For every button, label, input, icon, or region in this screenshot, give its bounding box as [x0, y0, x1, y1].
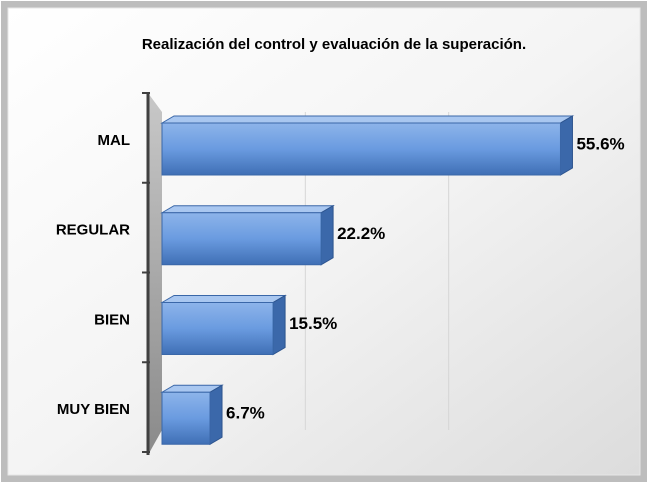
value-label: 55.6% [576, 134, 624, 153]
bar-top [160, 295, 287, 303]
bar [161, 212, 322, 266]
y-tick-label: MAL [98, 132, 131, 149]
value-label: 6.7% [226, 404, 265, 423]
bar-top [160, 115, 575, 124]
bar [161, 391, 211, 445]
bar-side [559, 115, 573, 176]
y-tick-label: MUY BIEN [57, 401, 130, 418]
bar-side [209, 384, 223, 446]
y-tick-label: BIEN [94, 311, 130, 328]
bar-side [320, 204, 334, 266]
side-wall [148, 93, 162, 455]
y-tick-label: REGULAR [56, 222, 130, 239]
bar [161, 302, 274, 355]
bar-top [160, 205, 335, 214]
value-label: 22.2% [337, 224, 385, 243]
value-label: 15.5% [289, 314, 337, 333]
bar [161, 122, 561, 176]
chart-title: Realización del control y evaluación de … [142, 36, 526, 53]
bar-side [272, 294, 286, 356]
